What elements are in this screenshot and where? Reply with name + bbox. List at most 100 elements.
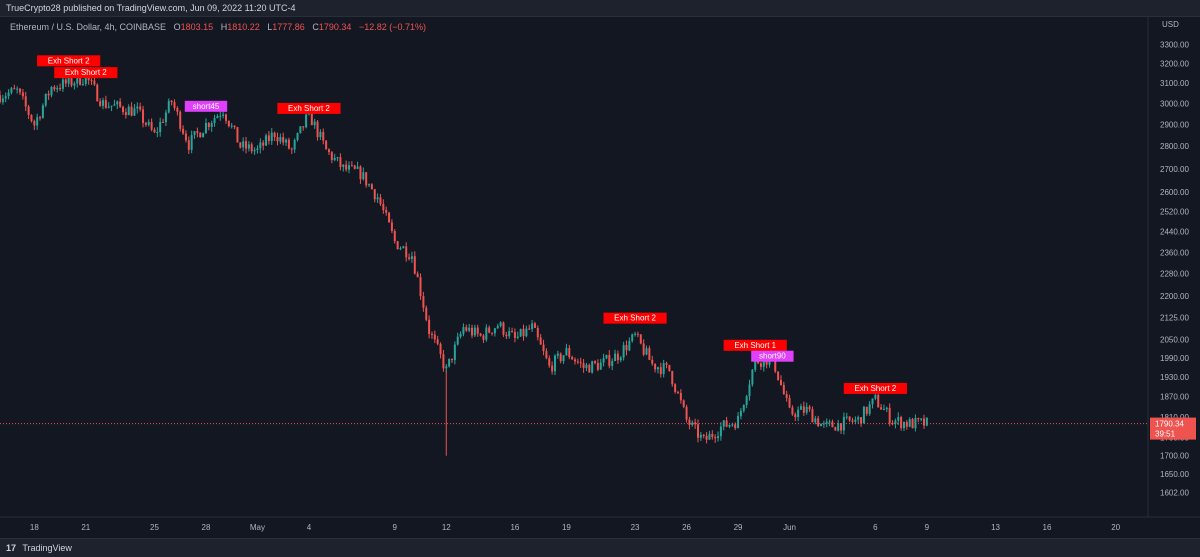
y-tick-label: 1990.00: [1160, 354, 1189, 363]
candle-body: [416, 273, 419, 278]
candle-body: [654, 363, 657, 370]
candle-body: [762, 357, 765, 367]
candle-body: [173, 102, 176, 108]
candle-body: [408, 257, 411, 259]
candle-body: [636, 333, 639, 335]
candle-body: [745, 396, 748, 405]
candle-body: [797, 409, 800, 418]
x-tick-label: 16: [1043, 523, 1052, 532]
candle-body: [247, 144, 250, 149]
candle-body: [794, 414, 797, 418]
candle-body: [193, 131, 196, 136]
tradingview-brand[interactable]: 17 TradingView: [6, 542, 72, 554]
candle-body: [539, 337, 542, 345]
candle-body: [553, 355, 556, 372]
candle-body: [468, 327, 471, 331]
candle-body: [419, 277, 422, 297]
candle-body: [356, 166, 359, 169]
chart-area[interactable]: USD 3300.00 3200.00 3100.00 3000.00 2900.00 28…: [0, 17, 1200, 538]
x-tick-label: 19: [562, 523, 571, 532]
price-chart[interactable]: USD 3300.00 3200.00 3100.00 3000.00 2900.00 28…: [0, 17, 1200, 538]
candle-body: [614, 353, 617, 362]
x-tick-label: 12: [442, 523, 451, 532]
candle-body: [425, 307, 428, 320]
candle-body: [433, 334, 436, 340]
x-tick-label: 28: [202, 523, 211, 532]
candle-body: [107, 106, 110, 108]
candle-body: [548, 358, 551, 366]
candle-body: [860, 417, 863, 424]
low-label: L: [267, 22, 273, 32]
candle-body: [190, 135, 193, 150]
candle-body: [184, 133, 187, 141]
candle-body: [511, 331, 514, 333]
candle-body: [774, 352, 777, 372]
candle-body: [576, 361, 579, 363]
y-tick-label: 2050.00: [1160, 336, 1189, 345]
y-tick-label: 2800.00: [1160, 142, 1189, 151]
candle-body: [851, 420, 854, 422]
candle-body: [679, 392, 682, 401]
candle-body: [662, 363, 665, 375]
candle-body: [376, 197, 379, 200]
candle-body: [499, 322, 502, 326]
candle-body: [925, 417, 928, 426]
candle-body: [471, 327, 474, 336]
y-tick-label: 2125.00: [1160, 313, 1189, 322]
candle-body: [671, 371, 674, 385]
candle-body: [64, 79, 67, 84]
tradingview-logo-icon: 17: [6, 543, 17, 553]
candle-body: [579, 362, 582, 364]
candle-body: [84, 75, 87, 84]
x-tick-label: 26: [682, 523, 691, 532]
candle-body: [608, 354, 611, 366]
candle-body: [668, 364, 671, 372]
candle-body: [319, 131, 322, 138]
candle-body: [525, 328, 528, 337]
candle-body: [588, 364, 591, 373]
candle-body: [164, 112, 167, 123]
candle-body: [556, 353, 559, 356]
candle-body: [402, 246, 405, 249]
candle-body: [339, 157, 342, 168]
candle-body: [110, 105, 113, 107]
candle-body: [76, 74, 79, 84]
candle-body: [413, 256, 416, 274]
candle-body: [21, 92, 24, 97]
change-value: −12.82 (−0.71%): [358, 22, 426, 32]
candle-body: [207, 123, 210, 127]
signal-label-text: Exh Short 1: [734, 341, 776, 350]
candle-body: [445, 366, 448, 369]
x-tick-label: 20: [1111, 523, 1120, 532]
candle-body: [290, 148, 293, 150]
candle-body: [485, 327, 488, 340]
candle-body: [50, 86, 53, 96]
candle-body: [822, 423, 825, 425]
candle-body: [24, 96, 27, 107]
candle-body: [837, 423, 840, 431]
candle-body: [642, 343, 645, 355]
candle-body: [799, 406, 802, 410]
candle-body: [782, 384, 785, 395]
candle-body: [196, 131, 199, 133]
y-tick-label: 1700.00: [1160, 452, 1189, 461]
candle-body: [287, 139, 290, 149]
candle-body: [694, 422, 697, 425]
exh-signal-label: [277, 102, 341, 114]
candle-body: [820, 423, 823, 427]
exh-signal-label: [603, 312, 667, 324]
candle-body: [236, 127, 239, 143]
candle-body: [167, 100, 170, 113]
candle-body: [202, 133, 205, 138]
candle-body: [714, 436, 717, 439]
candle-body: [828, 421, 831, 423]
candle-body: [267, 135, 270, 142]
candle-body: [840, 423, 843, 431]
short-signal-label: [184, 100, 228, 112]
candle-body: [39, 117, 42, 119]
x-tick-label: 6: [873, 523, 878, 532]
candle-body: [245, 141, 248, 149]
y-tick-label: 1870.00: [1160, 393, 1189, 402]
candle-body: [124, 112, 127, 116]
candle-body: [428, 319, 431, 334]
